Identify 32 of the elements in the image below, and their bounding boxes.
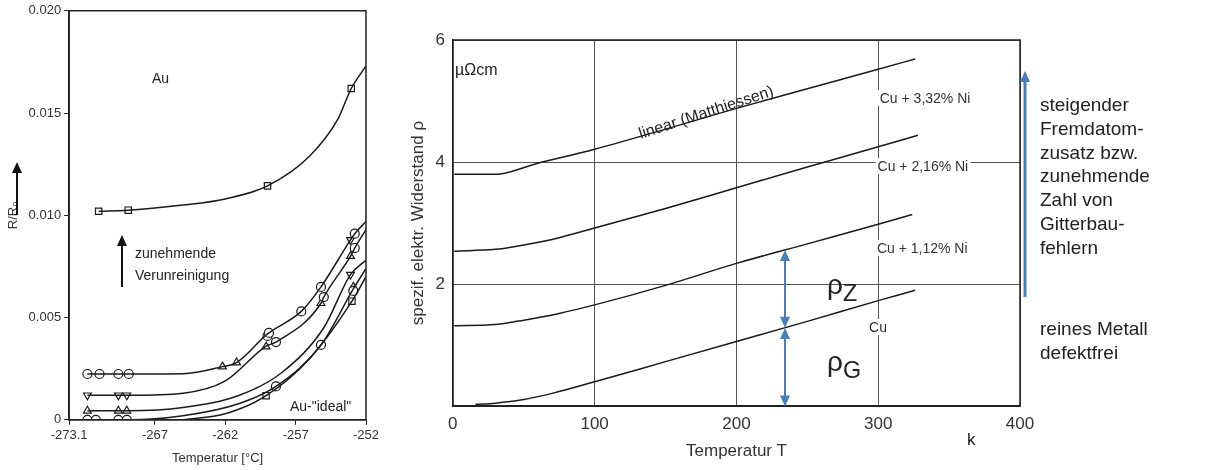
x-tick-label: -267 <box>141 427 168 443</box>
y-tick-label: 0.020 <box>28 2 62 18</box>
y-tick-label: 6 <box>435 29 445 49</box>
y-axis-title: spezif. elektr. Widerstand ρ <box>407 120 427 326</box>
x-tick-label: 400 <box>1005 414 1035 434</box>
series-label: Cu + 3,32% Ni <box>877 89 973 106</box>
x-tick-label: 200 <box>722 414 751 434</box>
y-tick-label: 0.005 <box>28 309 62 325</box>
y-tick-label: 0.010 <box>28 206 62 222</box>
annotation: zunehmende Verunreinigung <box>135 244 230 285</box>
text: reines Metall defektfrei <box>1040 317 1148 365</box>
x-tick-label: -252 <box>352 427 380 443</box>
x-tick-label: 0 <box>448 414 458 434</box>
x-axis-title: Temperatur T <box>686 441 787 461</box>
text: steigender Fremdatom- zusatz bzw. zunehmende Zahl von Gitterbau- fehlern <box>1040 93 1150 260</box>
x-tick-label: 100 <box>580 414 609 434</box>
annotation: Au-"ideal" <box>290 398 352 415</box>
text: k <box>967 430 976 451</box>
annotation: µΩcm <box>455 60 498 80</box>
series-label: Cu <box>867 319 890 336</box>
x-tick-label: -262 <box>212 427 239 443</box>
series-label: Cu + 1,12% Ni <box>874 239 970 256</box>
y-tick-label: 0.015 <box>28 104 62 120</box>
annotation: Au <box>152 70 170 87</box>
y-tick-label: 2 <box>435 273 445 293</box>
series-label: Cu + 2,16% Ni <box>875 158 971 175</box>
x-tick-label: 300 <box>864 414 893 434</box>
annotation: ρ$_{G}$ <box>827 345 862 385</box>
y-tick-label: 4 <box>435 151 445 171</box>
x-axis-title: Temperatur [°C] <box>171 449 264 465</box>
x-tick-label: -273.1 <box>50 427 88 443</box>
x-tick-label: -257 <box>282 427 309 443</box>
